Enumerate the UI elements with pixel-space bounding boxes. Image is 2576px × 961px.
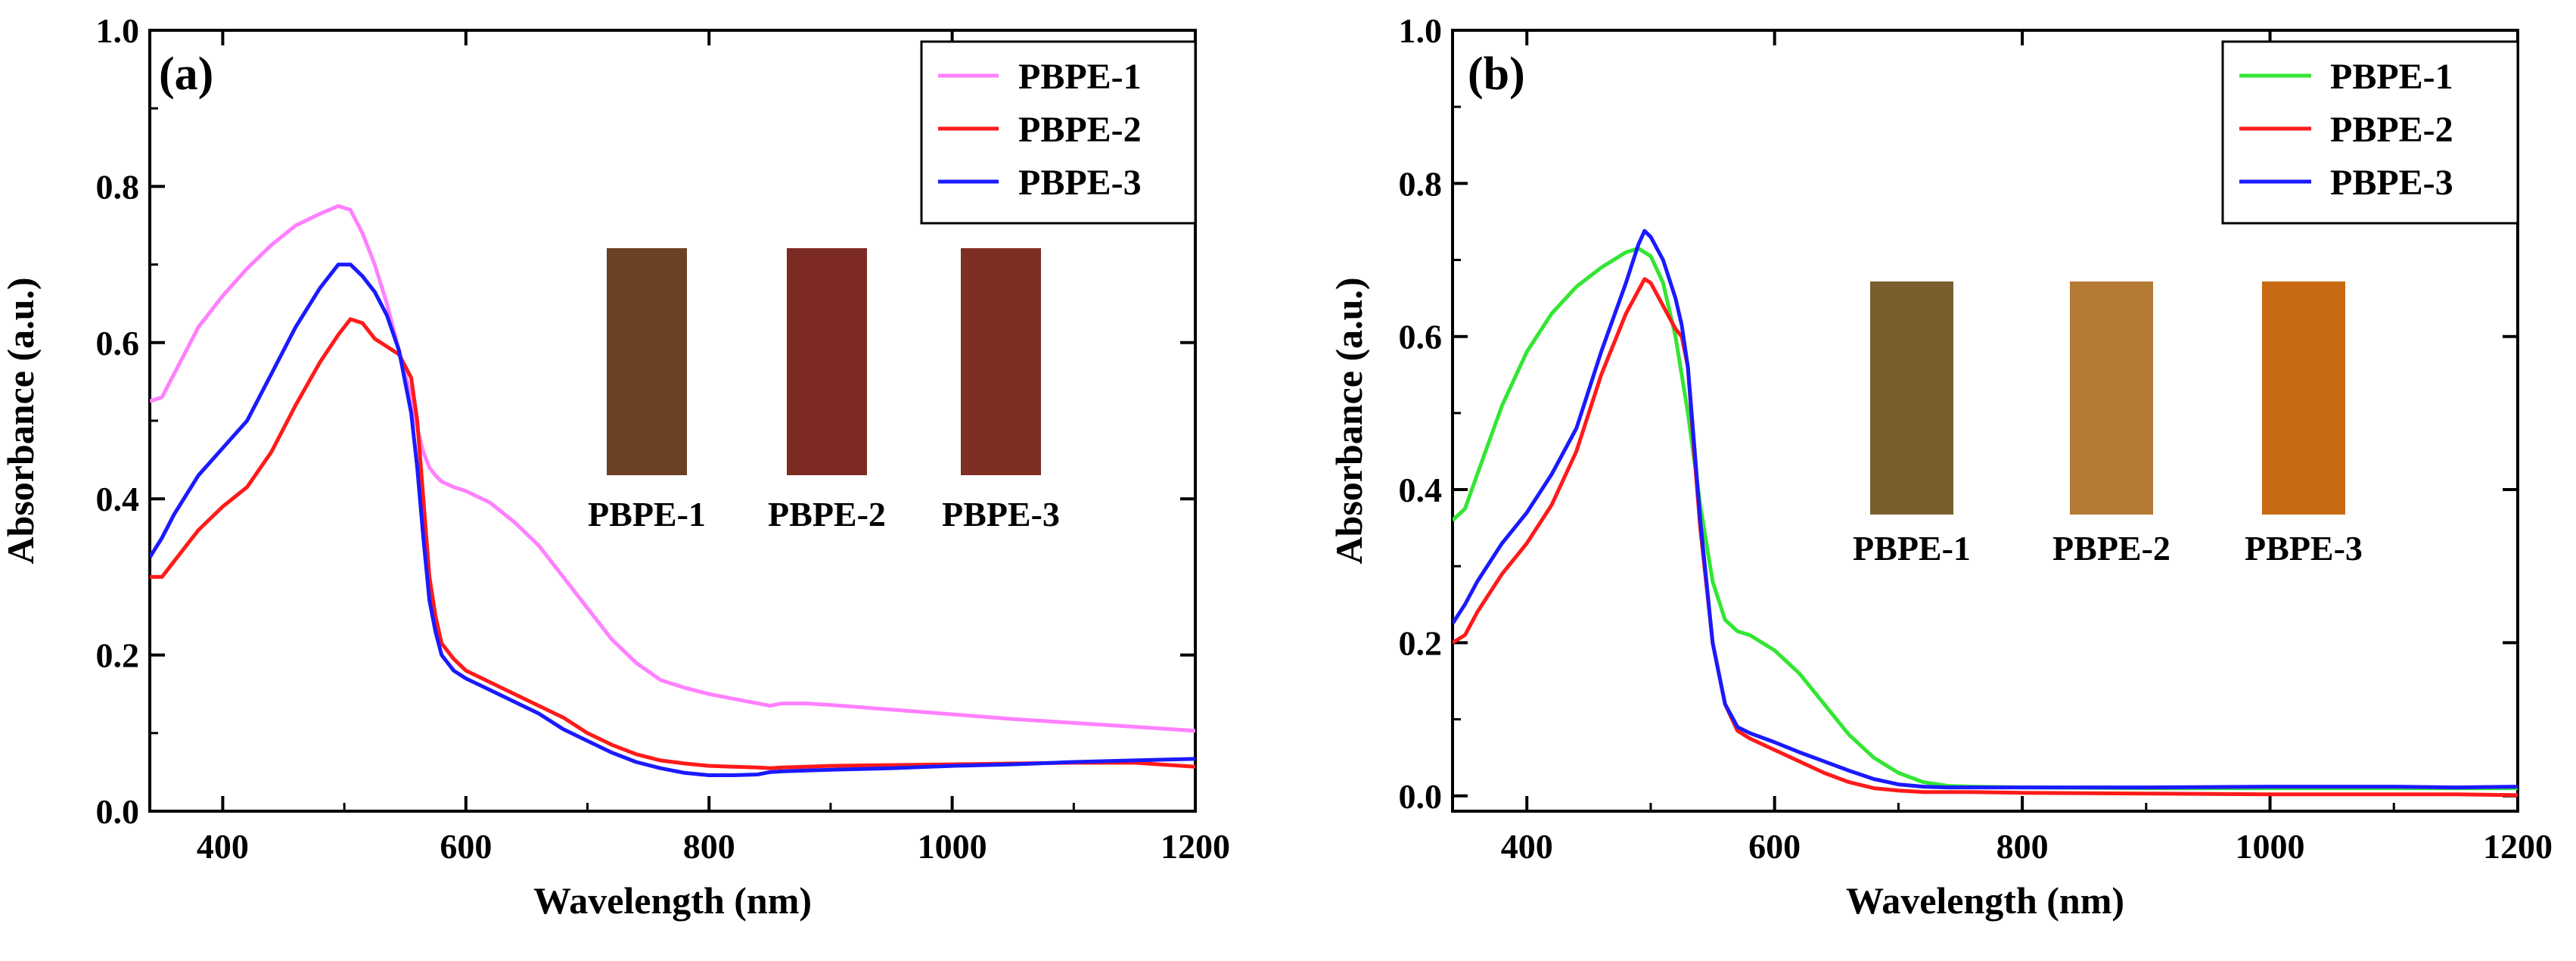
x-axis-title: Wavelength (nm) — [1846, 879, 2124, 922]
legend: PBPE-1 PBPE-2 PBPE-3 — [920, 40, 1197, 225]
x-tick-label: 400 — [197, 827, 249, 866]
sample-label: PBPE-3 — [942, 495, 1060, 533]
y-tick-label: 0.8 — [96, 167, 140, 206]
sample-inset: PBPE-1 PBPE-2 PBPE-3 — [588, 248, 1060, 533]
y-tick-label: 0.4 — [96, 480, 140, 518]
series-line-pbpe-1 — [150, 204, 1195, 733]
sample-swatch — [607, 248, 687, 475]
x-tick-label: 1000 — [2236, 827, 2305, 866]
panel-a: 400 600 800 1000 1200 0.0 0.2 0.4 0.6 0.8 1.0 Wavel… — [0, 11, 1230, 922]
sample-swatch — [2262, 281, 2345, 515]
series-line-pbpe-2 — [150, 317, 1195, 770]
legend-box — [2221, 40, 2519, 225]
y-tick-label: 0.2 — [96, 636, 140, 675]
sample-swatch — [2070, 281, 2153, 515]
y-tick-label: 0.4 — [1399, 471, 1443, 509]
series-line-pbpe-3 — [1453, 229, 2518, 790]
sample-swatch — [961, 248, 1041, 475]
legend-label: PBPE-3 — [2330, 163, 2453, 203]
series-line-pbpe-1 — [1453, 246, 2518, 791]
sample-label: PBPE-2 — [2052, 529, 2170, 568]
legend-label: PBPE-1 — [1018, 57, 1142, 97]
legend-label: PBPE-2 — [1018, 110, 1142, 150]
sample-swatch — [787, 248, 867, 475]
y-axis-title: Absorbance (a.u.) — [0, 277, 42, 564]
plot-frame — [1451, 29, 2519, 813]
y-axis-title: Absorbance (a.u.) — [1328, 277, 1370, 564]
legend-label: PBPE-3 — [1018, 163, 1142, 203]
y-tick-label: 0.0 — [96, 792, 140, 831]
sample-label: PBPE-3 — [2245, 529, 2363, 568]
x-tick-label: 1200 — [1161, 827, 1230, 866]
x-tick-label: 800 — [683, 827, 735, 866]
sample-label: PBPE-1 — [1853, 529, 1971, 568]
panel-label: (a) — [159, 48, 213, 100]
panel-label: (b) — [1468, 48, 1525, 100]
x-tick-label: 600 — [1748, 827, 1801, 866]
y-tick-label: 0.0 — [1399, 777, 1443, 816]
panel-b: 400 600 800 1000 1200 0.0 0.2 0.4 0.6 0.8 1.0 Wavel… — [1328, 11, 2553, 922]
x-tick-label: 800 — [1996, 827, 2049, 866]
legend-box — [920, 40, 1197, 225]
x-tick-label: 400 — [1501, 827, 1553, 866]
sample-inset: PBPE-1 PBPE-2 PBPE-3 — [1853, 281, 2363, 568]
series-group — [1453, 229, 2518, 798]
y-tick-label: 0.8 — [1399, 164, 1443, 203]
x-axis-title: Wavelength (nm) — [533, 879, 812, 922]
series-group — [150, 204, 1195, 777]
legend-label: PBPE-2 — [2330, 110, 2453, 150]
legend-label: PBPE-1 — [2330, 57, 2453, 97]
x-tick-label: 1200 — [2483, 827, 2553, 866]
y-tick-label: 0.6 — [1399, 318, 1443, 356]
x-tick-label: 1000 — [918, 827, 987, 866]
x-tick-label: 600 — [440, 827, 492, 866]
sample-label: PBPE-2 — [768, 495, 886, 533]
y-tick-label: 0.6 — [96, 324, 140, 362]
y-tick-label: 1.0 — [1399, 11, 1443, 50]
y-tick-label: 0.2 — [1399, 624, 1443, 662]
series-line-pbpe-3 — [150, 263, 1195, 777]
legend: PBPE-1 PBPE-2 PBPE-3 — [2221, 40, 2519, 225]
y-tick-label: 1.0 — [96, 11, 140, 50]
sample-swatch — [1870, 281, 1953, 515]
sample-label: PBPE-1 — [588, 495, 706, 533]
